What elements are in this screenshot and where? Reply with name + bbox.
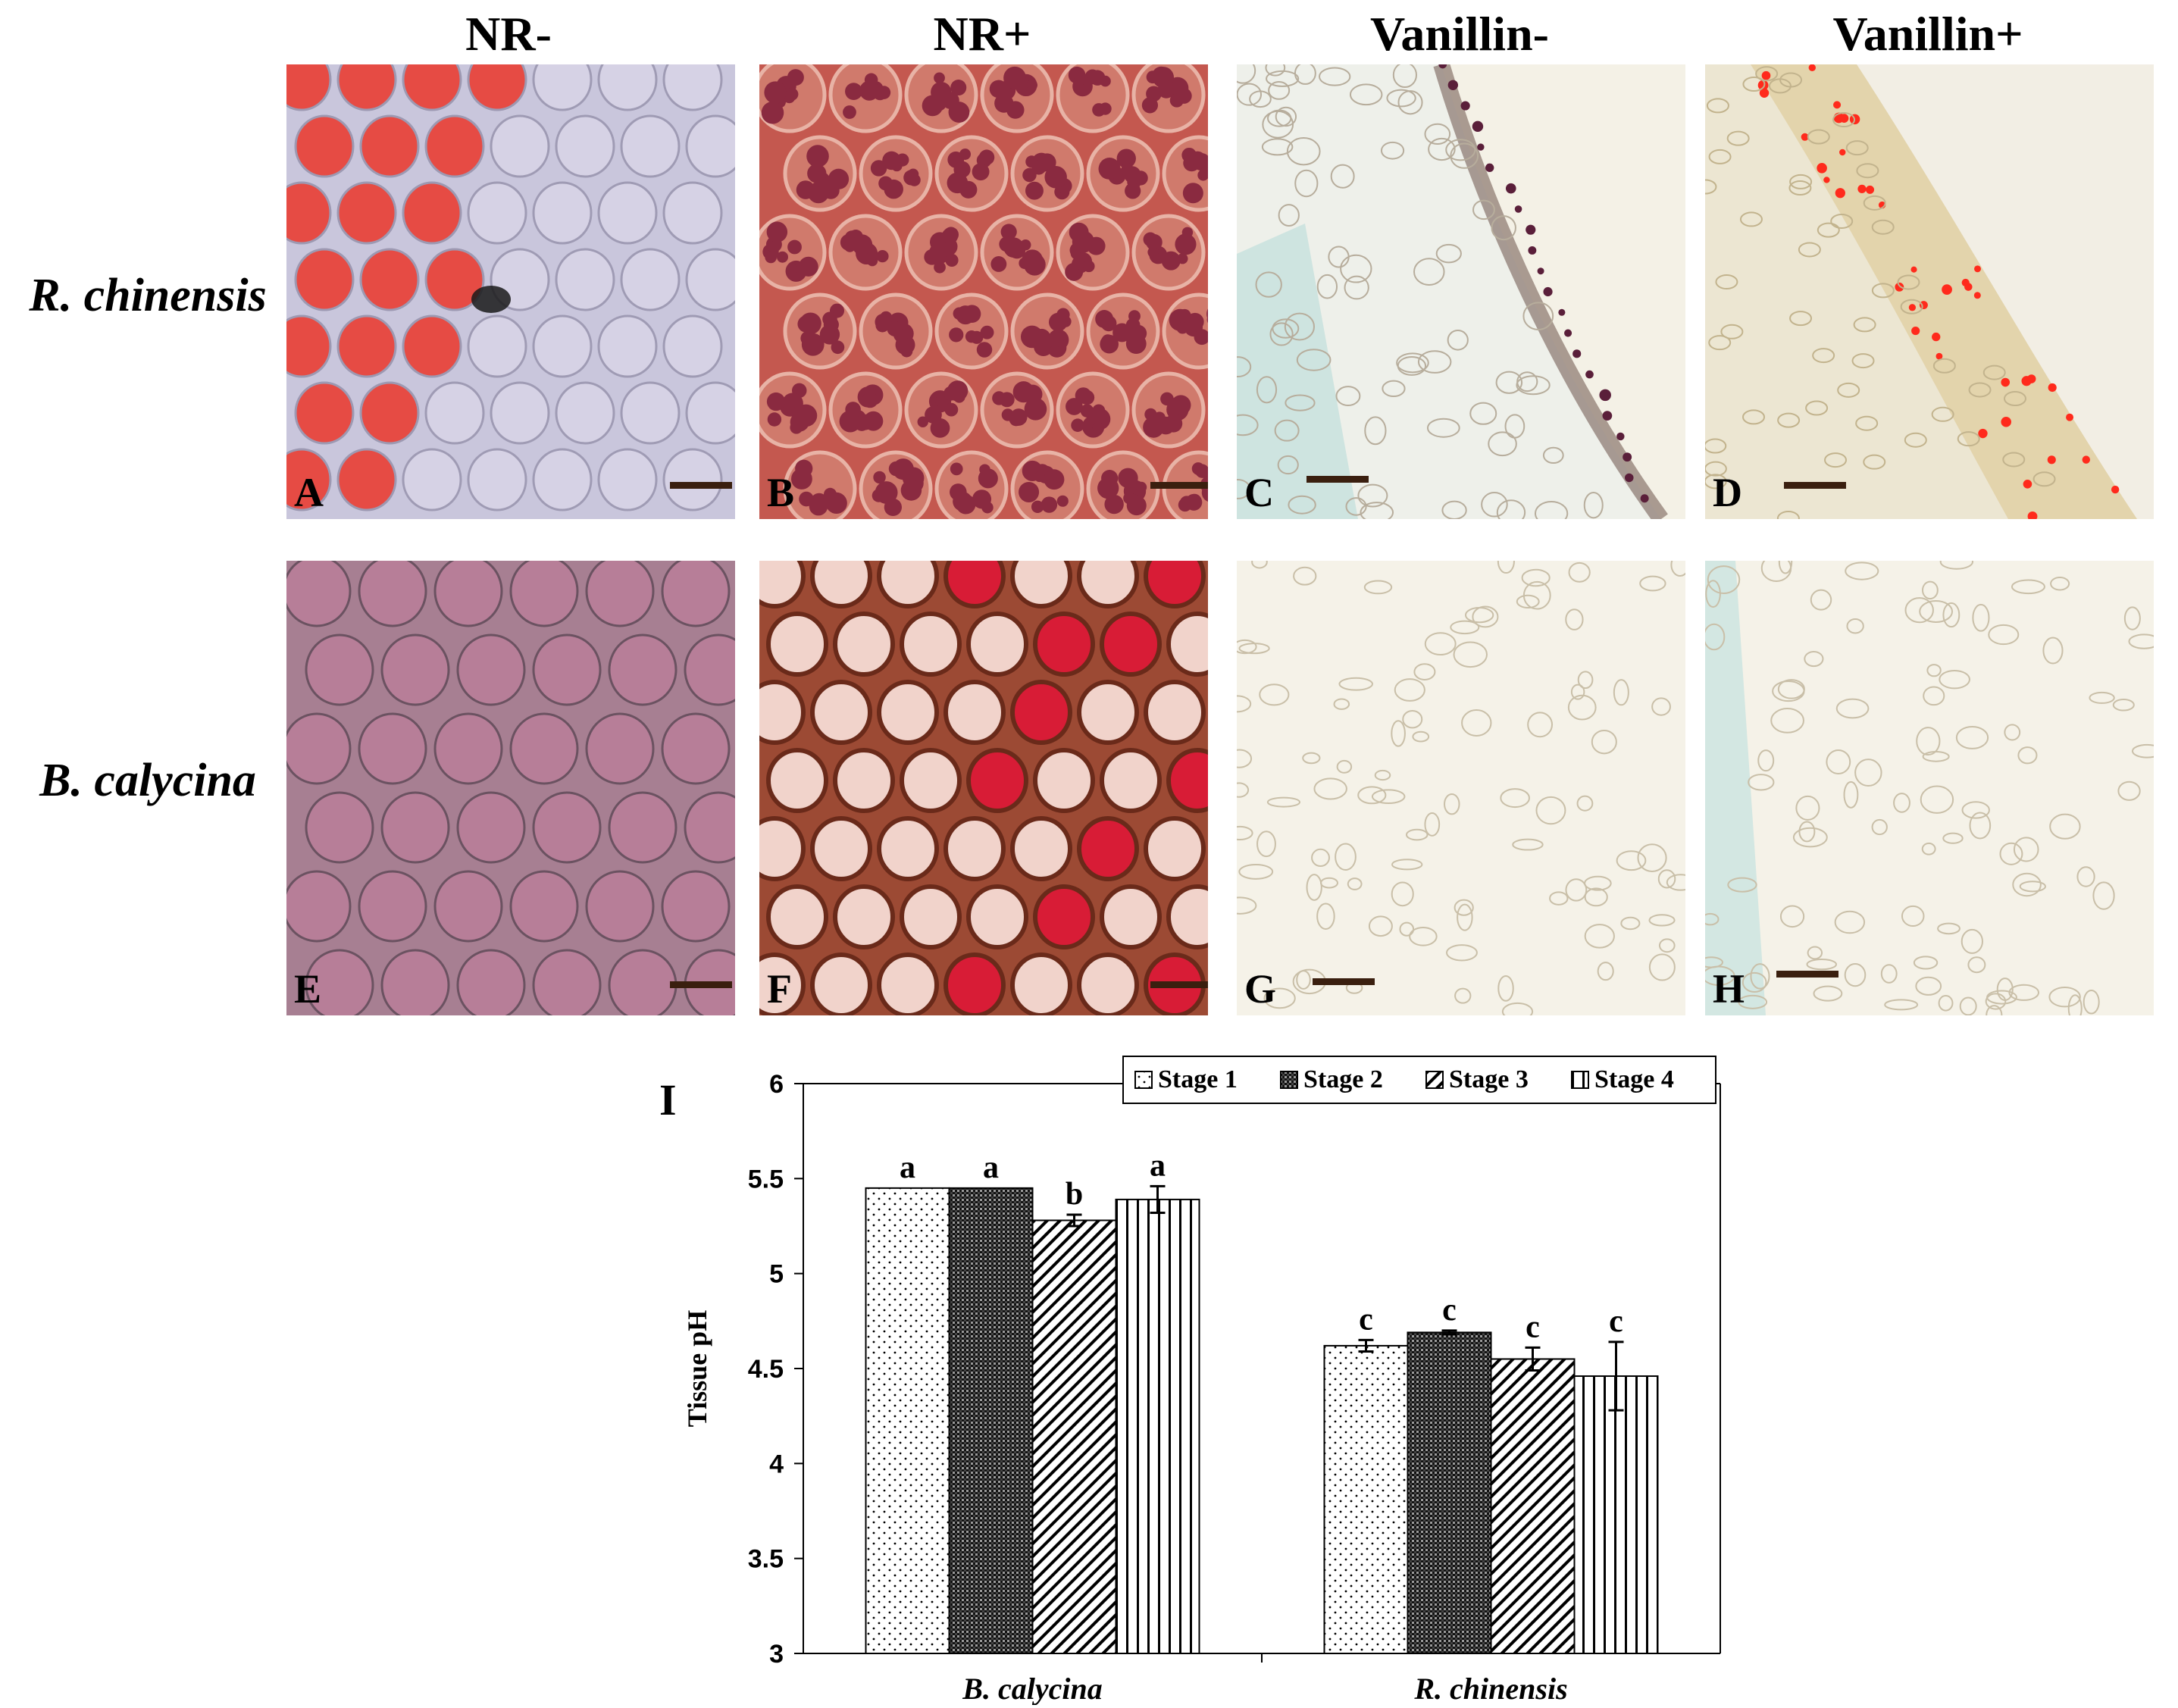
micrograph-g-image [1237, 561, 1685, 1015]
y-tick-label: 6 [769, 1070, 784, 1099]
panel-letter-c: C [1244, 470, 1274, 515]
scale-bar [670, 981, 732, 988]
y-tick-label: 4 [769, 1450, 784, 1478]
significance-letter: c [1442, 1293, 1457, 1328]
tissue-ph-bar-chart: 3 3.5 4 4.5 5 5.5 6 Tissue pH B. calycina R. chin… [682, 1056, 1721, 1705]
micrograph-a: A [286, 64, 735, 519]
legend-swatch [1571, 1071, 1589, 1089]
panel-letter-a: A [294, 470, 324, 515]
significance-letter: c [1609, 1304, 1623, 1339]
panel-letter-f: F [767, 966, 792, 1012]
significance-letter: a [900, 1150, 915, 1185]
column-header-nr-minus: NR- [465, 7, 552, 61]
legend-swatch [1280, 1071, 1298, 1089]
y-axis-label: Tissue pH [682, 1310, 712, 1427]
scale-bar [1784, 482, 1846, 489]
micrograph-b-image [759, 64, 1208, 519]
y-tick-label: 5 [769, 1260, 784, 1289]
legend-box [1122, 1056, 1716, 1104]
legend-swatch [1425, 1071, 1444, 1089]
scale-bar [1313, 978, 1375, 985]
micrograph-e-image [286, 561, 735, 1015]
y-tick-label: 3.5 [748, 1545, 784, 1574]
legend-label: Stage 2 [1303, 1065, 1383, 1093]
panel-letter-d: D [1713, 470, 1742, 515]
micrograph-c: C [1237, 64, 1685, 519]
micrograph-h-image [1705, 561, 2154, 1015]
row-label-r-chinensis: R. chinensis [29, 270, 267, 321]
scale-bar [1150, 482, 1208, 489]
legend-swatch [1134, 1071, 1153, 1089]
significance-letter: b [1066, 1177, 1083, 1212]
micrograph-a-image [286, 64, 735, 519]
column-header-vanillin-plus: Vanillin+ [1832, 7, 2023, 61]
micrograph-c-image [1237, 64, 1685, 519]
micrograph-f-image [759, 561, 1208, 1015]
legend-label: Stage 4 [1594, 1065, 1674, 1093]
x-category-label: R. chinensis [1413, 1672, 1567, 1705]
bar [865, 1187, 950, 1655]
bar [1115, 1198, 1200, 1654]
bar [1490, 1358, 1576, 1654]
y-tick-label: 5.5 [748, 1165, 784, 1193]
chart-panel-i: I 3 3.5 4 4.5 5 5.5 6 Tissue pH B. c [659, 1053, 1766, 1705]
micrograph-b: B [759, 64, 1208, 519]
y-tick-label: 4.5 [748, 1355, 784, 1384]
significance-letter: a [1150, 1148, 1166, 1183]
scale-bar [670, 482, 732, 489]
micrograph-f: F [759, 561, 1208, 1015]
bar [1031, 1219, 1117, 1655]
micrograph-e: E [286, 561, 735, 1015]
panel-letter-e: E [294, 966, 322, 1012]
x-category-label: B. calycina [962, 1672, 1102, 1705]
y-tick-label: 3 [769, 1640, 784, 1669]
column-header-nr-plus: NR+ [933, 7, 1031, 61]
micrograph-d: D [1705, 64, 2154, 519]
bar [1407, 1331, 1492, 1654]
significance-letter: a [983, 1150, 999, 1185]
row-label-b-calycina: B. calycina [39, 755, 256, 806]
column-header-vanillin-minus: Vanillin- [1370, 7, 1549, 61]
legend-label: Stage 1 [1158, 1065, 1238, 1093]
panel-letter-i: I [659, 1075, 677, 1125]
bar [948, 1187, 1034, 1655]
micrograph-d-image [1705, 64, 2154, 519]
scale-bar [1150, 981, 1208, 988]
micrograph-h: H [1705, 561, 2154, 1015]
scale-bar [1306, 476, 1369, 483]
panel-letter-h: H [1713, 966, 1745, 1012]
scale-bar [1776, 971, 1838, 978]
panel-letter-g: G [1244, 966, 1277, 1012]
bar [1573, 1375, 1659, 1654]
legend-label: Stage 3 [1449, 1065, 1529, 1093]
significance-letter: c [1359, 1302, 1373, 1337]
bar [1323, 1344, 1409, 1654]
panel-letter-b: B [767, 470, 795, 515]
significance-letter: c [1526, 1309, 1540, 1344]
micrograph-g: G [1237, 561, 1685, 1015]
